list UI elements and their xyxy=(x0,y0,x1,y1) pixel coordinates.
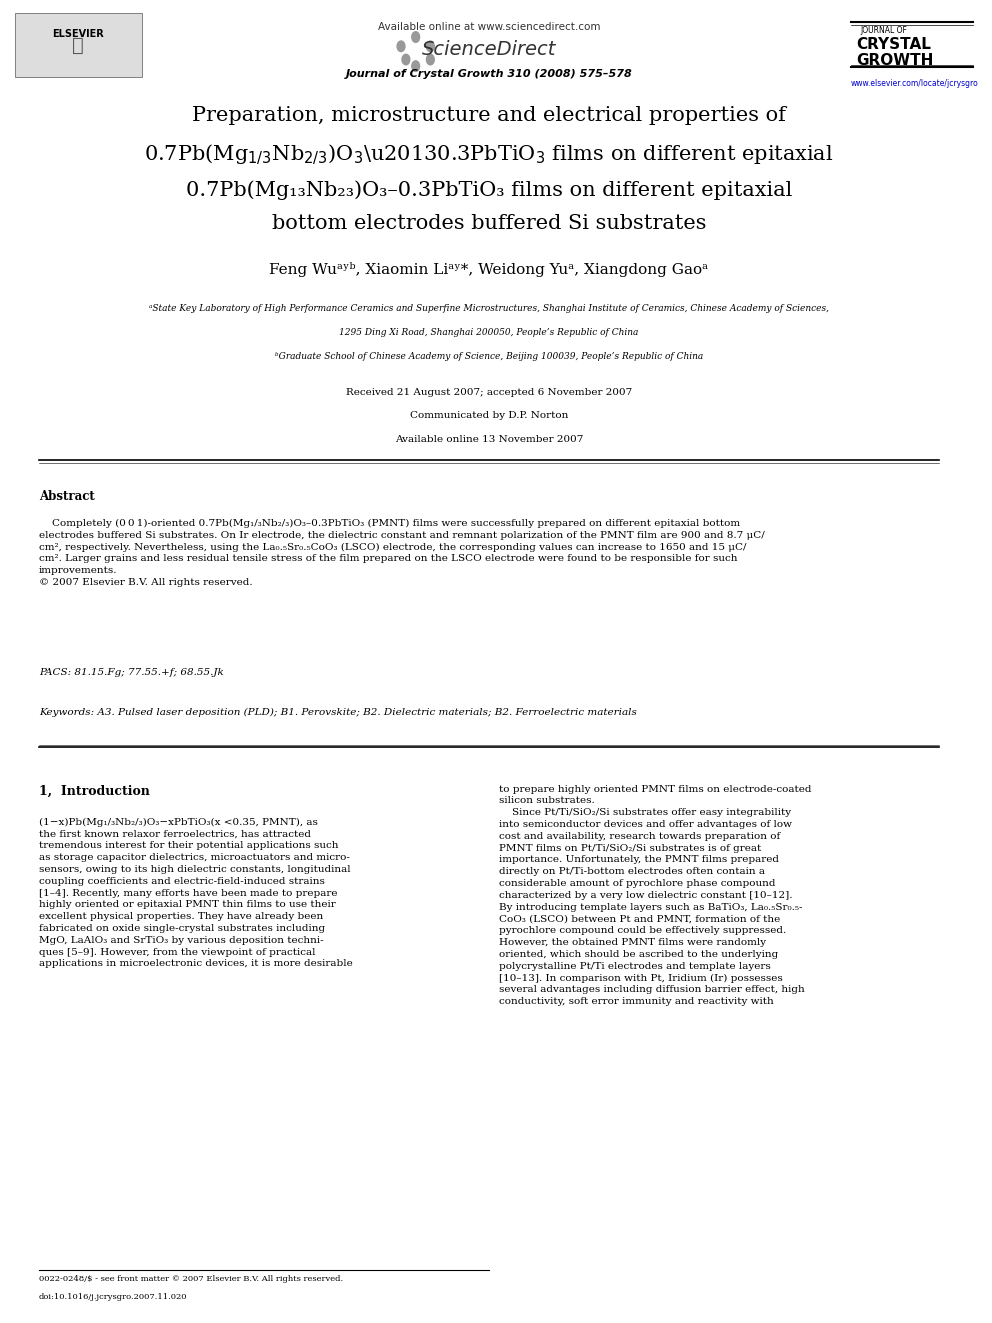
Circle shape xyxy=(397,41,405,52)
Text: 1295 Ding Xi Road, Shanghai 200050, People’s Republic of China: 1295 Ding Xi Road, Shanghai 200050, Peop… xyxy=(339,328,639,337)
Circle shape xyxy=(412,32,420,42)
Text: ELSEVIER: ELSEVIER xyxy=(53,29,104,40)
Text: CRYSTAL: CRYSTAL xyxy=(856,37,930,52)
FancyBboxPatch shape xyxy=(15,13,142,77)
Text: 0.7Pb(Mg$_{1/3}$Nb$_{2/3}$)O$_3$\u20130.3PbTiO$_3$ films on different epitaxial: 0.7Pb(Mg$_{1/3}$Nb$_{2/3}$)O$_3$\u20130.… xyxy=(144,143,834,167)
Circle shape xyxy=(412,61,420,71)
Text: www.elsevier.com/locate/jcrysgro: www.elsevier.com/locate/jcrysgro xyxy=(851,79,978,89)
Text: Journal of Crystal Growth 310 (2008) 575–578: Journal of Crystal Growth 310 (2008) 575… xyxy=(345,69,633,79)
Text: Feng Wuᵃʸᵇ, Xiaomin Liᵃʸ*, Weidong Yuᵃ, Xiangdong Gaoᵃ: Feng Wuᵃʸᵇ, Xiaomin Liᵃʸ*, Weidong Yuᵃ, … xyxy=(270,262,708,277)
Text: PACS: 81.15.Fg; 77.55.+f; 68.55.Jk: PACS: 81.15.Fg; 77.55.+f; 68.55.Jk xyxy=(39,668,224,677)
Text: 0.7Pb(Mg₁₃Nb₂₃)O₃–0.3PbTiO₃ films on different epitaxial: 0.7Pb(Mg₁₃Nb₂₃)O₃–0.3PbTiO₃ films on dif… xyxy=(186,180,793,200)
Text: GROWTH: GROWTH xyxy=(856,53,933,67)
Text: Abstract: Abstract xyxy=(39,490,95,503)
Text: 0022-0248/$ - see front matter © 2007 Elsevier B.V. All rights reserved.: 0022-0248/$ - see front matter © 2007 El… xyxy=(39,1275,343,1283)
Circle shape xyxy=(402,54,410,65)
Text: (1−x)Pb(Mg₁/₃Nb₂/₃)O₃−xPbTiO₃(x <0.35, PMNT), as
the first known relaxor ferroel: (1−x)Pb(Mg₁/₃Nb₂/₃)O₃−xPbTiO₃(x <0.35, P… xyxy=(39,818,353,968)
Text: JOURNAL OF: JOURNAL OF xyxy=(861,26,908,36)
Text: ᵇGraduate School of Chinese Academy of Science, Beijing 100039, People’s Republi: ᵇGraduate School of Chinese Academy of S… xyxy=(275,352,703,361)
Circle shape xyxy=(427,41,434,52)
Text: Preparation, microstructure and electrical properties of: Preparation, microstructure and electric… xyxy=(192,106,786,124)
Circle shape xyxy=(427,54,434,65)
Text: 1,  Introduction: 1, Introduction xyxy=(39,785,150,798)
Text: Keywords: A3. Pulsed laser deposition (PLD); B1. Perovskite; B2. Dielectric mate: Keywords: A3. Pulsed laser deposition (P… xyxy=(39,708,637,717)
Text: doi:10.1016/j.jcrysgro.2007.11.020: doi:10.1016/j.jcrysgro.2007.11.020 xyxy=(39,1293,187,1301)
Text: to prepare highly oriented PMNT films on electrode-coated
silicon substrates.
  : to prepare highly oriented PMNT films on… xyxy=(499,785,811,1005)
Text: ScienceDirect: ScienceDirect xyxy=(422,40,557,58)
Text: ᵃState Key Laboratory of High Performance Ceramics and Superfine Microstructures: ᵃState Key Laboratory of High Performanc… xyxy=(149,304,829,314)
Text: 🌳: 🌳 xyxy=(72,36,84,54)
Text: Received 21 August 2007; accepted 6 November 2007: Received 21 August 2007; accepted 6 Nove… xyxy=(346,388,632,397)
Text: Available online 13 November 2007: Available online 13 November 2007 xyxy=(395,435,583,445)
Text: Available online at www.sciencedirect.com: Available online at www.sciencedirect.co… xyxy=(378,22,600,33)
Text: Completely (0 0 1)-oriented 0.7Pb(Mg₁/₃Nb₂/₃)O₃–0.3PbTiO₃ (PMNT) films were succ: Completely (0 0 1)-oriented 0.7Pb(Mg₁/₃N… xyxy=(39,519,765,587)
Text: bottom electrodes buffered Si substrates: bottom electrodes buffered Si substrates xyxy=(272,214,706,233)
Text: Communicated by D.P. Norton: Communicated by D.P. Norton xyxy=(410,411,568,421)
